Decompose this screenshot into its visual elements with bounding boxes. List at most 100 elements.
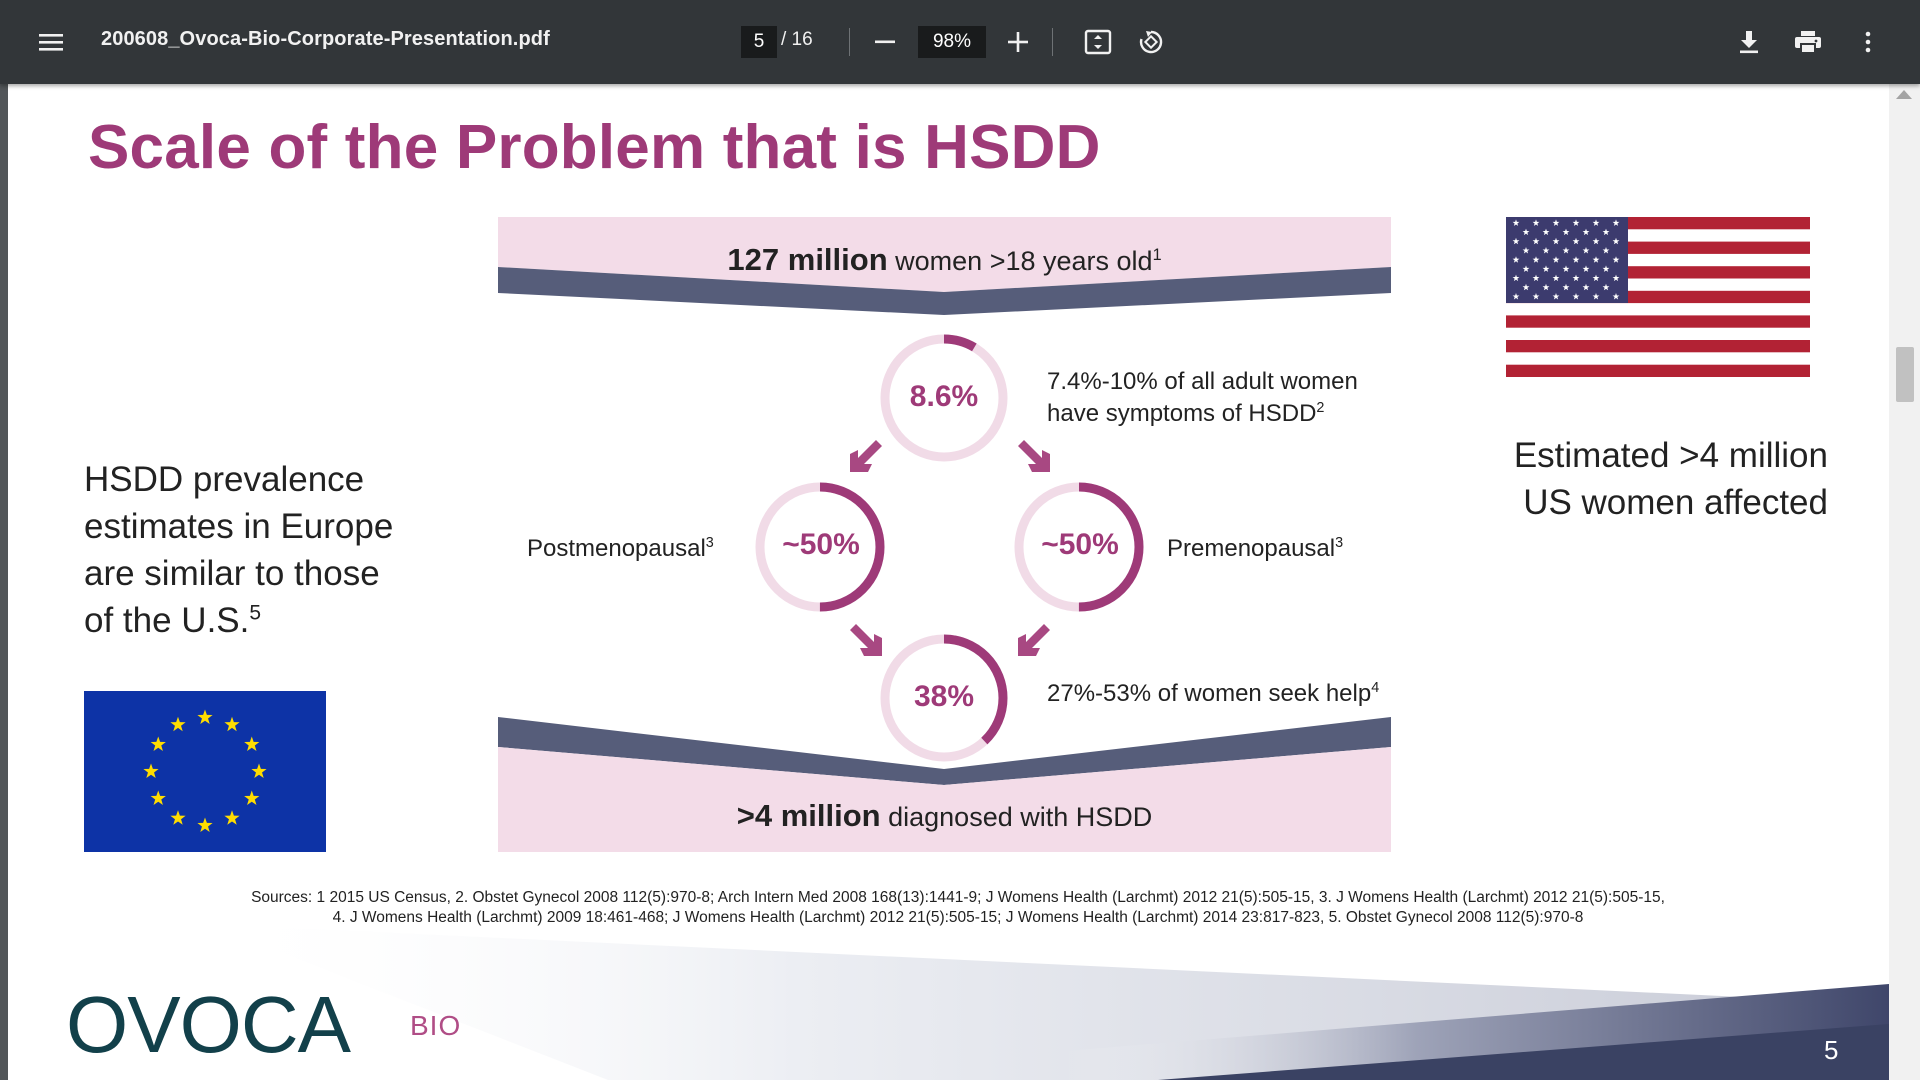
us-flag-star [1552, 274, 1560, 282]
note-postmenopausal: Postmenopausal3 [527, 533, 714, 565]
us-flag-star [1532, 256, 1540, 263]
us-flag-star [1552, 237, 1560, 245]
scroll-up-arrow-icon[interactable] [1896, 90, 1912, 99]
us-flag-star [1582, 247, 1590, 254]
us-affected-text: Estimated >4 million US women affected [1448, 432, 1828, 526]
us-flag-star [1592, 237, 1600, 245]
ring-bottom [880, 634, 1008, 762]
plus-icon [1008, 32, 1028, 52]
us-flag-star [1602, 228, 1610, 236]
sources-line: Sources: 1 2015 US Census, 2. Obstet Gyn… [251, 889, 1665, 906]
note-symptoms-line1: 7.4%-10% of all adult women [1047, 368, 1358, 395]
us-flag-star [1552, 219, 1560, 226]
more-vertical-icon [1865, 31, 1871, 53]
ring-left [755, 482, 885, 612]
note-symptoms: 7.4%-10% of all adult women have symptom… [1047, 366, 1358, 430]
europe-line: HSDD prevalence [84, 460, 365, 499]
ovoca-logo: OVOCA [66, 984, 353, 1060]
us-flag-star [1512, 293, 1520, 300]
us-flag-star [1512, 219, 1520, 226]
us-flag-star [1612, 293, 1620, 300]
arrow-down-left-icon [1018, 624, 1050, 656]
slide-page-number: 5 [1824, 1035, 1839, 1065]
footer-decoration [208, 924, 1889, 1080]
bottom-band-caption: diagnosed with HSDD [880, 802, 1153, 832]
us-flag-star [1512, 237, 1520, 245]
print-icon [1795, 31, 1821, 54]
eu-flag-star [224, 810, 240, 825]
us-flag-star [1542, 247, 1550, 254]
eu-flag-star [224, 716, 240, 732]
us-flag-star [1522, 247, 1530, 254]
print-button[interactable] [1786, 20, 1830, 64]
note-premenopausal: Premenopausal3 [1167, 533, 1343, 565]
note-postmenopausal-text: Postmenopausal [527, 535, 706, 562]
footnote-ref: 4 [1371, 680, 1380, 696]
zoom-out-button[interactable] [863, 20, 907, 64]
us-flag-star [1512, 256, 1520, 263]
eu-flag-star [143, 763, 159, 778]
arrow-down-right-icon [850, 624, 882, 656]
top-band-text: 127 million women >18 years old1 [498, 242, 1391, 278]
footnote-ref: 3 [1335, 535, 1344, 551]
current-page-input[interactable]: 5 [741, 26, 777, 58]
sources-line: 4. J Womens Health (Larchmt) 2009 18:461… [332, 909, 1584, 926]
us-flag-star [1612, 219, 1620, 226]
zoom-in-button[interactable] [996, 20, 1040, 64]
ring-bottom-label: 38% [913, 680, 975, 713]
us-flag-star [1552, 293, 1560, 300]
note-premenopausal-text: Premenopausal [1167, 535, 1336, 562]
us-flag-star [1572, 274, 1580, 282]
us-flag-star [1572, 256, 1580, 263]
rotate-icon [1139, 30, 1163, 54]
us-flag-star [1522, 283, 1530, 291]
us-flag-icon [1506, 217, 1810, 377]
footnote-ref: 1 [1152, 246, 1162, 264]
minus-icon [875, 40, 895, 44]
us-flag-star [1612, 237, 1620, 245]
eu-flag-star [244, 790, 260, 805]
bottom-band-text: >4 million diagnosed with HSDD [498, 798, 1391, 834]
download-button[interactable] [1727, 20, 1771, 64]
us-flag-star [1592, 274, 1600, 282]
us-flag-star [1602, 265, 1610, 272]
slide-title: Scale of the Problem that is HSDD [88, 113, 1101, 182]
us-flag-star [1542, 283, 1550, 291]
us-line: Estimated >4 million [1513, 436, 1828, 475]
ring-top-label: 8.6% [909, 380, 979, 413]
sources-footnote: Sources: 1 2015 US Census, 2. Obstet Gyn… [128, 888, 1788, 928]
ring-right-label: ~50% [1041, 528, 1119, 561]
us-flag-star [1562, 265, 1570, 272]
ring-left-label: ~50% [782, 528, 860, 561]
us-flag-star [1532, 219, 1540, 226]
us-flag-star [1602, 247, 1610, 254]
fit-page-button[interactable] [1076, 20, 1120, 64]
page-total: / 16 [781, 29, 813, 50]
europe-line: estimates in Europe [84, 507, 394, 546]
us-flag-star [1532, 237, 1540, 245]
scrollbar-thumb[interactable] [1896, 347, 1914, 402]
zoom-level-input[interactable]: 98% [918, 26, 986, 58]
logo-text: OVOCA [66, 984, 352, 1060]
europe-prevalence-text: HSDD prevalence estimates in Europe are … [84, 456, 393, 644]
rotate-button[interactable] [1129, 20, 1173, 64]
europe-line: of the U.S. [84, 601, 250, 640]
more-options-button[interactable] [1846, 20, 1890, 64]
us-flag-star [1592, 219, 1600, 226]
eu-flag-star [170, 810, 186, 825]
document-title: 200608_Ovoca-Bio-Corporate-Presentation.… [101, 28, 550, 50]
eu-flag-icon [84, 691, 326, 852]
us-flag-star [1592, 293, 1600, 300]
us-flag-star [1612, 274, 1620, 282]
us-flag-star [1562, 283, 1570, 291]
bottom-band-figure: >4 million [736, 798, 881, 833]
ring-top [880, 334, 1008, 462]
us-flag-star [1582, 228, 1590, 236]
hamburger-menu-icon[interactable] [29, 20, 73, 64]
vertical-scrollbar[interactable] [1889, 84, 1920, 1080]
top-band-caption: women >18 years old [887, 246, 1153, 276]
us-line: US women affected [1523, 483, 1828, 522]
us-flag-star [1562, 228, 1570, 236]
pdf-page: Scale of the Problem that is HSDD 127 mi… [8, 84, 1889, 1080]
pdf-toolbar: 200608_Ovoca-Bio-Corporate-Presentation.… [0, 0, 1920, 84]
